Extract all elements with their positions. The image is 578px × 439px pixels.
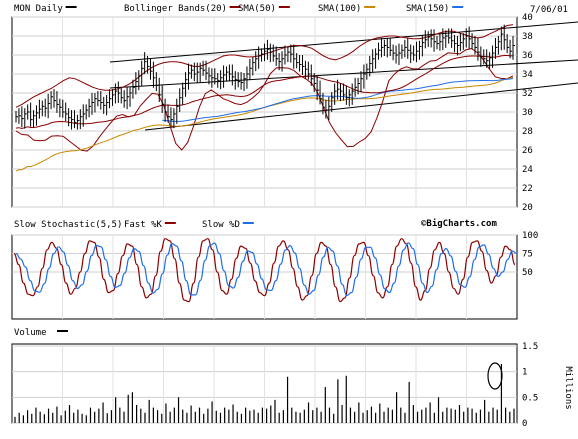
price-panel: 20 22 24 26 28 30 32 34 36 38 40 MON Daily Bollinge… xyxy=(11,4,578,213)
price-y-tick: 34 xyxy=(522,70,533,80)
volume-y-tick: 0.5 xyxy=(522,393,538,403)
stochastic-title: Slow Stochastic(5,5) xyxy=(14,220,122,230)
stochastic-legend-label: Fast %K xyxy=(124,220,163,230)
price-y-tick: 38 xyxy=(522,32,533,42)
stochastic-y-tick: 50 xyxy=(522,268,533,278)
volume-y-tick: 0 xyxy=(522,419,527,429)
price-series xyxy=(15,24,515,172)
volume-spike-marker xyxy=(487,362,503,390)
stochastic-grid xyxy=(12,234,517,319)
price-legend-label: SMA(150) xyxy=(406,4,449,14)
price-y-tick: 24 xyxy=(522,165,533,175)
sma-50-line xyxy=(15,55,514,130)
price-legend: MON Daily Bollinger Bands(20) SMA(50) SMA(1… xyxy=(14,4,464,14)
volume-y-tick: 1.5 xyxy=(522,342,538,352)
slow-d-line xyxy=(15,242,518,297)
stochastic-series xyxy=(13,238,518,303)
price-y-tick: 40 xyxy=(522,13,533,23)
volume-grid xyxy=(12,345,517,424)
stochastic-y-tick: 100 xyxy=(522,231,538,241)
trendline-lower xyxy=(144,82,578,131)
volume-y-tick: 1 xyxy=(522,368,527,378)
price-y-tick: 36 xyxy=(522,51,533,61)
volume-y-tick-labels: 0 0.5 1 1.5 xyxy=(522,342,538,429)
price-y-tick: 28 xyxy=(522,127,533,137)
volume-title: Volume xyxy=(14,328,47,338)
price-legend-label: Bollinger Bands(20) xyxy=(124,4,227,14)
price-legend-label: SMA(50) xyxy=(238,4,276,14)
stochastic-y-tick: 75 xyxy=(522,250,533,260)
volume-panel: 0 0.5 1 1.5 Volume Millions xyxy=(11,328,573,429)
price-y-tick: 20 xyxy=(522,203,533,213)
fast-k-line xyxy=(13,238,516,303)
stochastic-y-tick-labels: 50 75 100 xyxy=(522,231,538,278)
price-legend-label: SMA(100) xyxy=(318,4,361,14)
trendlines xyxy=(109,21,578,131)
stochastic-legend-label: Slow %D xyxy=(202,220,240,230)
volume-bars xyxy=(14,363,515,423)
price-grid xyxy=(12,16,517,208)
stochastic-legend: Slow Stochastic(5,5) Fast %K Slow %D xyxy=(14,220,254,230)
volume-unit-label: Millions xyxy=(563,366,573,409)
price-y-tick-labels: 20 22 24 26 28 30 32 34 36 38 40 xyxy=(522,13,533,213)
price-y-tick: 26 xyxy=(522,146,533,156)
price-legend-label: MON Daily xyxy=(14,4,63,14)
chart-date: 7/06/01 xyxy=(530,5,568,15)
volume-legend: Volume xyxy=(14,328,68,338)
price-y-tick: 30 xyxy=(522,108,533,118)
watermark: ©BigCharts.com xyxy=(421,218,497,229)
price-y-tick: 22 xyxy=(522,184,533,194)
price-y-tick: 32 xyxy=(522,89,533,99)
